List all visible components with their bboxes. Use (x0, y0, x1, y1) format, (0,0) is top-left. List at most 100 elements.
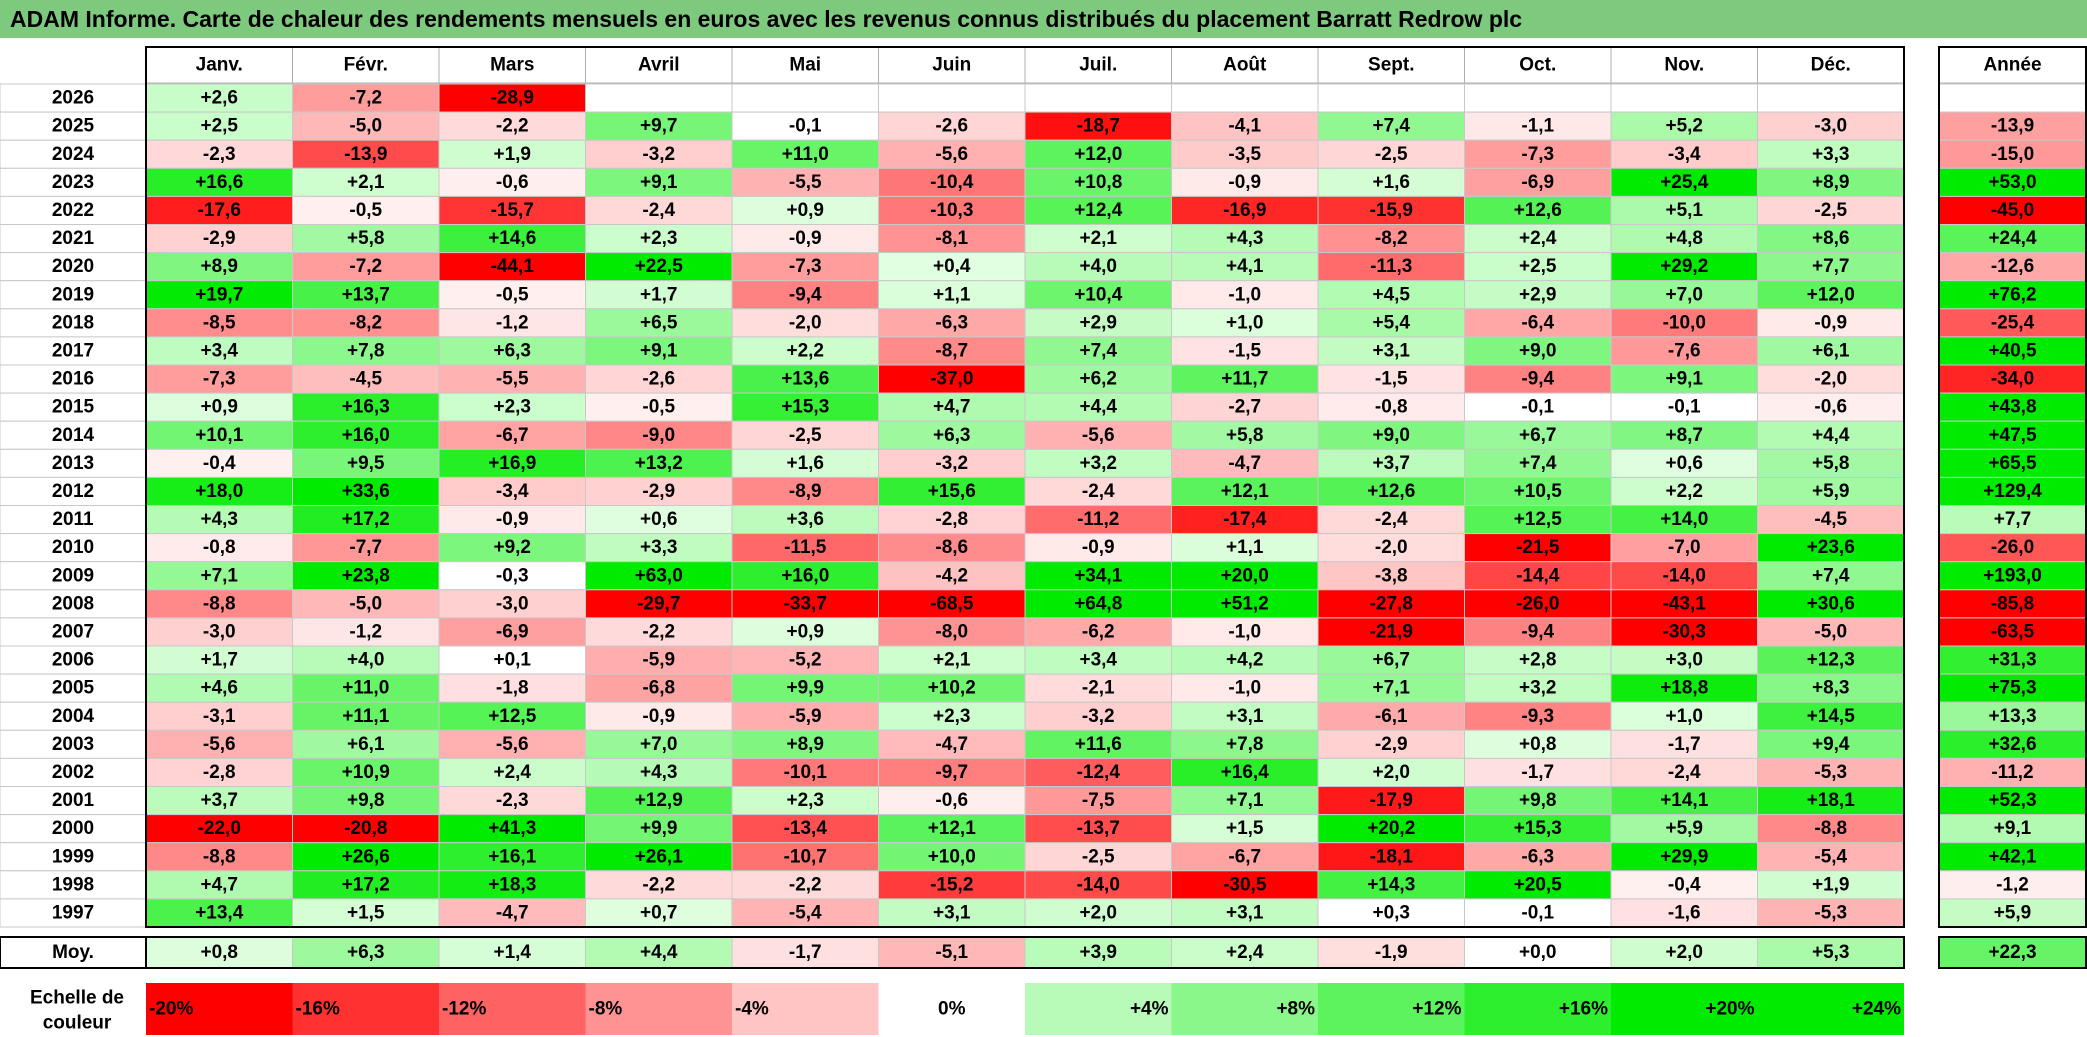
heat-cell-value: +4,1 (1226, 256, 1264, 277)
scale-swatch (1464, 983, 1611, 1035)
heat-cell-value: -2,4 (1668, 762, 1701, 783)
heat-cell-value: +10,9 (342, 762, 390, 783)
annual-cell (1938, 814, 2087, 844)
heat-cell-value: -44,1 (491, 256, 535, 277)
heat-cell (878, 280, 1026, 310)
year-label-cell (0, 364, 147, 394)
heat-cell-value: +18,8 (1660, 678, 1708, 699)
month-header-cell (145, 46, 293, 84)
heat-cell (1464, 476, 1612, 506)
heat-cell (1171, 533, 1319, 563)
heat-cell-value: -4,7 (496, 902, 529, 923)
scale-swatch (1318, 983, 1465, 1035)
scale-label-line2: couleur (43, 1013, 112, 1034)
heat-cell-value: +2,3 (786, 790, 824, 811)
heat-cell (1171, 505, 1319, 535)
heat-cell (292, 898, 440, 928)
heat-cell-value: +16,3 (342, 397, 390, 418)
heat-cell (1464, 505, 1612, 535)
heat-cell (1757, 364, 1905, 394)
heat-cell-value: -1,5 (1228, 340, 1261, 361)
heat-cell (438, 533, 586, 563)
heat-cell-value: -10,3 (930, 200, 973, 221)
year-label: 2003 (52, 734, 94, 755)
heat-cell-value: +26,6 (342, 846, 390, 867)
heat-cell (438, 645, 586, 675)
year-label: 1998 (52, 874, 94, 895)
heat-cell-value: +18,1 (1807, 790, 1856, 811)
heat-cell (1610, 448, 1758, 478)
average-cell-value: +2,0 (1665, 942, 1703, 963)
heat-cell-value: +2,8 (1519, 650, 1557, 671)
scale-swatch-label: +12% (1412, 999, 1461, 1020)
heat-cell-value: +3,3 (1812, 144, 1850, 165)
heat-cell (438, 139, 586, 169)
heat-cell (1317, 364, 1465, 394)
heat-cell-value: -18,1 (1370, 846, 1414, 867)
heat-cell (731, 617, 879, 647)
heat-cell-value: -7,2 (349, 256, 382, 277)
heat-cell (1024, 701, 1172, 731)
year-label-cell (0, 617, 147, 647)
heat-cell-value: -27,8 (1370, 593, 1413, 614)
annual-cell (1938, 842, 2087, 872)
heat-cell-value: -1,0 (1228, 678, 1261, 699)
heat-cell-value: -2,6 (935, 116, 968, 137)
heat-cell (1317, 392, 1465, 422)
heat-cell (1757, 533, 1905, 563)
heat-cell-value: +1,5 (1226, 818, 1264, 839)
heat-cell (1610, 195, 1758, 225)
heat-cell (145, 448, 293, 478)
heat-cell (1024, 195, 1172, 225)
heat-cell-value: -2,2 (789, 874, 822, 895)
heat-cell-value: +2,5 (200, 116, 238, 137)
heat-cell-value: +41,3 (488, 818, 536, 839)
heat-cell-value: +3,3 (640, 537, 678, 558)
heat-cell (292, 364, 440, 394)
heat-cell (292, 83, 440, 113)
heat-cell-value: -8,2 (349, 312, 382, 333)
heat-cell-value: -43,1 (1663, 593, 1707, 614)
heat-cell-value: +7,4 (1519, 453, 1557, 474)
heat-cell-value: +3,2 (1519, 678, 1557, 699)
heat-cell-value: -2,4 (1082, 481, 1115, 502)
heat-cell-value: +4,0 (1079, 256, 1117, 277)
heat-cell (1464, 701, 1612, 731)
heat-cell-value: +13,6 (781, 369, 829, 390)
heat-cell-value: +2,5 (1519, 256, 1557, 277)
heat-cell (731, 392, 879, 422)
heat-cell (1171, 336, 1319, 366)
heat-cell-value: -2,6 (642, 369, 675, 390)
heat-cell-value: +4,3 (640, 762, 678, 783)
heat-cell (1317, 111, 1465, 141)
heat-cell-value: +25,4 (1660, 172, 1709, 193)
scale-swatch (878, 983, 1025, 1035)
heat-cell (145, 280, 293, 310)
month-header-label: Févr. (344, 55, 388, 76)
annual-cell (1938, 252, 2087, 282)
heat-cell-value: -5,5 (496, 369, 529, 390)
heat-cell-value: +11,0 (342, 678, 389, 699)
heat-cell-value: -2,3 (496, 790, 529, 811)
heat-cell (1171, 589, 1319, 619)
heat-cell (1317, 673, 1465, 703)
average-cell (438, 936, 586, 969)
heat-cell-value: -2,9 (1375, 734, 1408, 755)
heat-cell (585, 420, 733, 450)
average-cell (1317, 936, 1465, 969)
year-label-cell (0, 224, 147, 254)
annual-cell-value: +53,0 (1988, 172, 2036, 193)
heat-cell (1171, 420, 1319, 450)
heat-cell-value: -2,1 (1082, 678, 1115, 699)
heat-cell (1317, 195, 1465, 225)
heat-cell (292, 729, 440, 759)
average-cell-value: +6,3 (347, 942, 385, 963)
heat-cell (731, 505, 879, 535)
heat-cell (1757, 420, 1905, 450)
heat-cell-value: -2,5 (1814, 200, 1847, 221)
heat-cell (1610, 505, 1758, 535)
heat-cell (1464, 533, 1612, 563)
heat-cell-value: -1,7 (1521, 762, 1554, 783)
heat-cell-value: -29,7 (637, 593, 680, 614)
heat-cell (438, 870, 586, 900)
